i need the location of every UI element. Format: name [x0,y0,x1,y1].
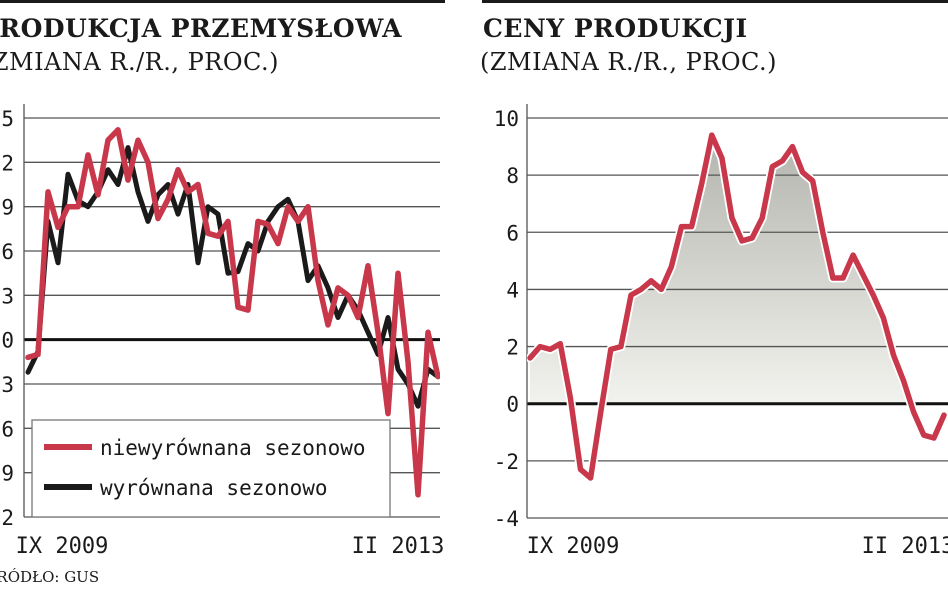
right-area-fill [530,135,944,404]
right-y-tick-label: -2 [494,450,519,474]
left-legend-label-0: niewyrównana sezonowo [100,436,366,460]
right-chart-top-rule [482,0,948,3]
right-y-tick-label: -4 [494,507,519,531]
left-legend-label-1: wyrównana sezonowo [100,476,328,500]
right-x-end-label: II 2013 [862,534,948,559]
left-y-tick-label: 6 [1,240,14,264]
left-series-primary-line [25,127,440,498]
left-y-tick-label: -12 [0,506,14,530]
left-y-tick-label: -3 [0,373,14,397]
left-chart-subtitle: (ZMIANA R./R., PROC.) [0,48,280,76]
right-y-tick-label: 2 [506,336,519,360]
left-y-tick-label: 15 [0,107,14,131]
right-x-start-label: IX 2009 [527,534,620,559]
left-legend-box [31,419,391,518]
right-y-tick-label: 6 [506,221,519,245]
right-y-tick-label: 8 [506,164,519,188]
left-chart-top-rule [0,0,445,3]
right-y-tick-label: 4 [506,278,519,302]
right-chart-subtitle: (ZMIANA R./R., PROC.) [480,48,778,76]
left-chart-title: PRODUKCJA PRZEMYSŁOWA [0,14,403,43]
right-series-primary-line [527,132,947,481]
right-chart-title: CENY PRODUKCJI [483,14,748,43]
left-y-tick-label: -6 [0,417,14,441]
source-note: ŹRÓDŁO: GUS [0,568,100,586]
left-y-tick-label: 9 [1,196,14,220]
left-y-tick-label: 12 [0,151,14,175]
left-x-end-label: II 2013 [352,534,445,559]
right-y-tick-label: 0 [506,393,519,417]
left-y-tick-label: -9 [0,462,14,486]
left-x-start-label: IX 2009 [16,534,109,559]
left-y-tick-label: 0 [1,329,14,353]
right-y-tick-label: 10 [494,107,519,131]
left-y-tick-label: 3 [1,284,14,308]
